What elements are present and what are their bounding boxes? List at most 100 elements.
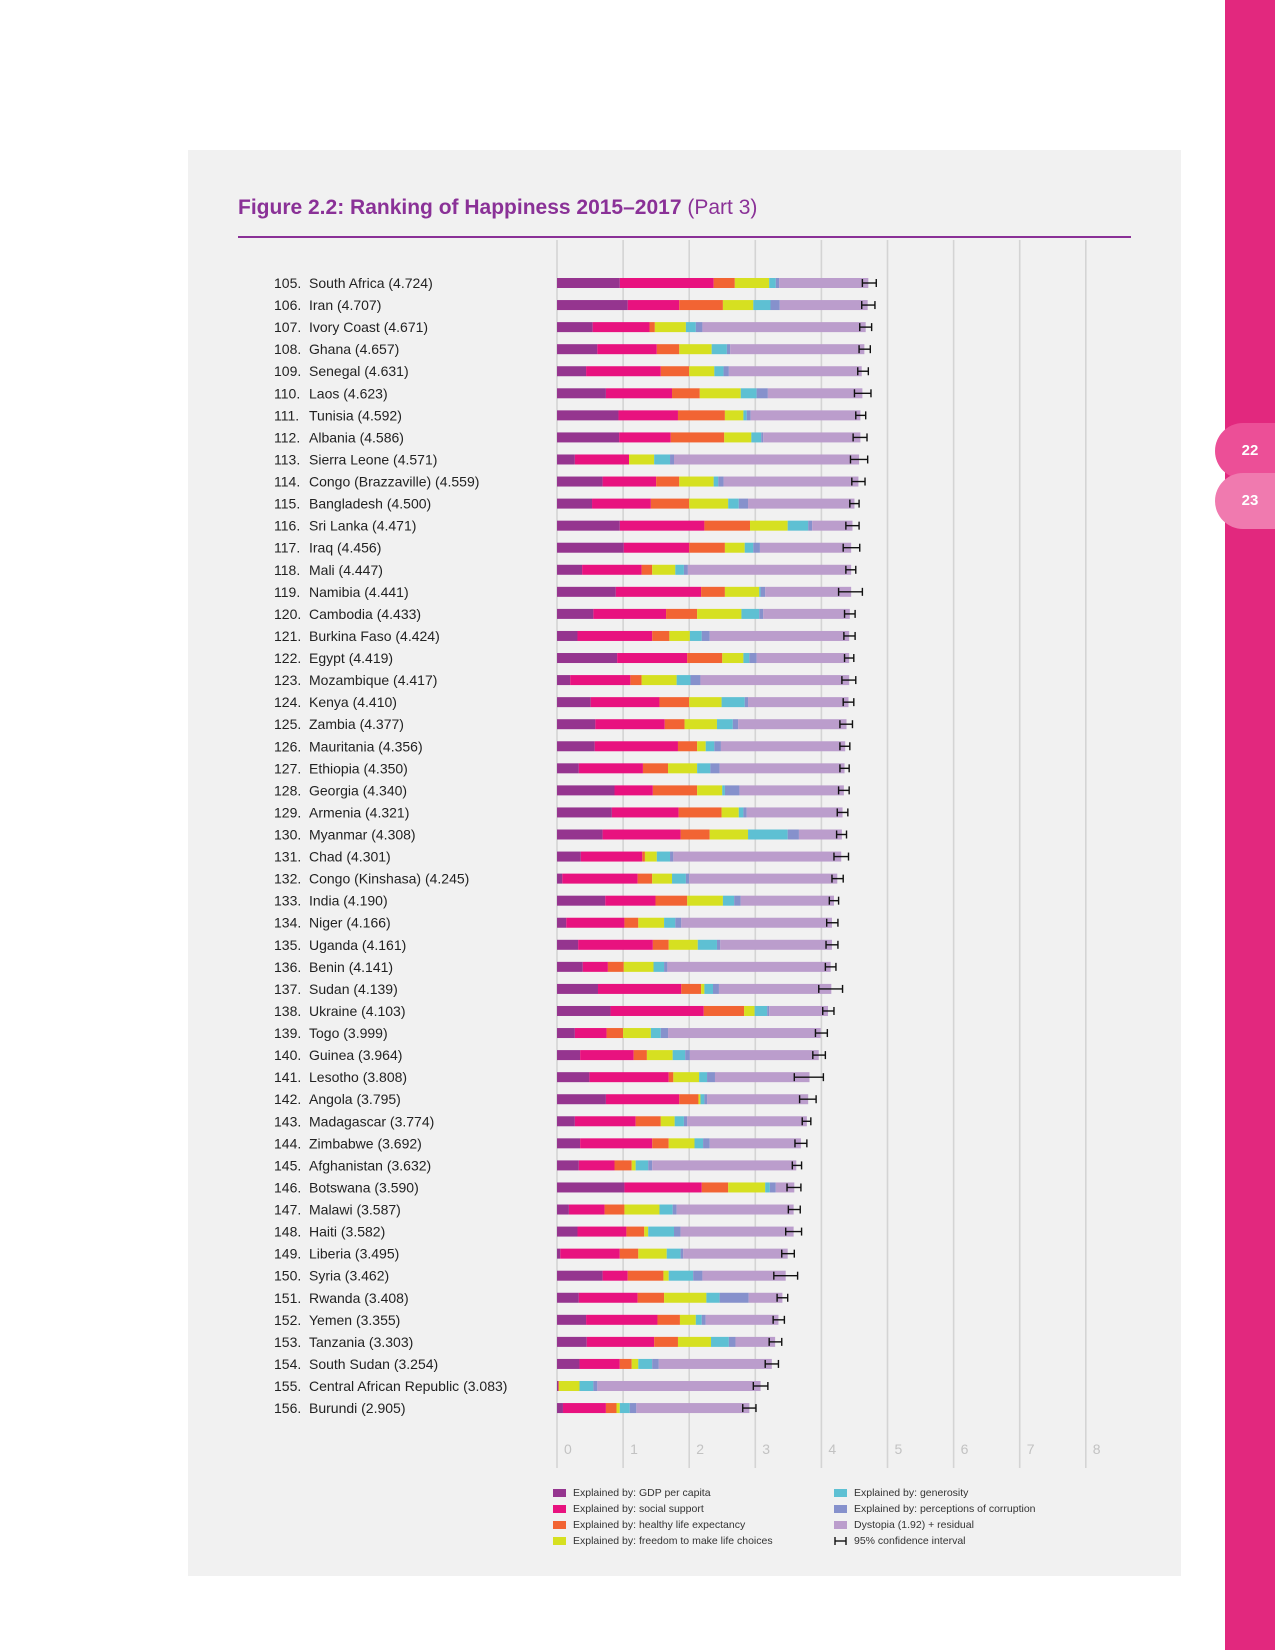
page-tab-22[interactable]: 22 bbox=[1215, 423, 1275, 479]
bar-segment-dystopia bbox=[700, 675, 850, 686]
bar-segment-gdp bbox=[557, 1138, 581, 1149]
row-rank: 152. bbox=[274, 1312, 301, 1328]
bar-segment-social bbox=[590, 697, 660, 708]
bar-segment-generosity bbox=[668, 1270, 694, 1281]
bar-segment-social bbox=[592, 498, 651, 509]
bar-segment-corruption bbox=[723, 366, 729, 377]
bar-segment-freedom bbox=[663, 1270, 669, 1281]
bar-segment-gdp bbox=[557, 432, 620, 443]
bar-segment-health bbox=[679, 300, 723, 311]
bar-segment-freedom bbox=[698, 1094, 701, 1105]
bar-segment-dystopia bbox=[748, 498, 855, 509]
row-rank: 124. bbox=[274, 694, 301, 710]
bar-segment-gdp bbox=[557, 1270, 603, 1281]
row-rank: 106. bbox=[274, 297, 301, 313]
legend-item-corruption: Explained by: perceptions of corruption bbox=[834, 1501, 1036, 1517]
bar-segment-social bbox=[580, 1050, 634, 1061]
bar-segment-dystopia bbox=[759, 542, 852, 553]
bar-segment-generosity bbox=[740, 388, 757, 399]
country-label: Benin (4.141) bbox=[309, 959, 393, 975]
bar-segment-health bbox=[654, 1336, 678, 1347]
legend-item-generosity: Explained by: generosity bbox=[834, 1485, 1036, 1501]
bar-segment-dystopia bbox=[735, 1336, 776, 1347]
row-rank: 130. bbox=[274, 827, 301, 843]
bar-segment-health bbox=[670, 432, 725, 443]
country-label: Ukraine (4.103) bbox=[309, 1003, 406, 1019]
bar-segment-gdp bbox=[557, 983, 598, 994]
row-rank: 107. bbox=[274, 319, 301, 335]
bar-segment-freedom bbox=[689, 366, 715, 377]
country-label: Togo (3.999) bbox=[309, 1025, 388, 1041]
country-label: Senegal (4.631) bbox=[309, 363, 409, 379]
bar-segment-freedom bbox=[699, 388, 741, 399]
country-label: Afghanistan (3.632) bbox=[309, 1157, 431, 1173]
row-rank: 139. bbox=[274, 1025, 301, 1041]
bar-segment-freedom bbox=[750, 520, 788, 531]
row-rank: 147. bbox=[274, 1202, 301, 1218]
bar-segment-freedom bbox=[668, 763, 698, 774]
bar-segment-health bbox=[689, 542, 725, 553]
bar-segment-freedom bbox=[724, 542, 745, 553]
bar-segment-social bbox=[578, 939, 653, 950]
figure-title-main: Figure 2.2: Ranking of Happiness 2015–20… bbox=[238, 196, 682, 219]
bar-segment-health bbox=[701, 1182, 729, 1193]
bar-segment-gdp bbox=[557, 829, 603, 840]
bar-segment-freedom bbox=[724, 586, 760, 597]
page-tab-23[interactable]: 23 bbox=[1215, 473, 1275, 529]
country-label: Mauritania (4.356) bbox=[309, 738, 423, 754]
bar-segment-generosity bbox=[666, 1248, 681, 1259]
bar-segment-dystopia bbox=[709, 630, 850, 641]
bar-segment-freedom bbox=[660, 1116, 675, 1127]
row-rank: 118. bbox=[274, 562, 300, 578]
bar-segment-gdp bbox=[557, 1072, 590, 1083]
country-label: Egypt (4.419) bbox=[309, 650, 393, 666]
bar-segment-gdp bbox=[557, 608, 594, 619]
bar-segment-social bbox=[586, 1314, 658, 1325]
row-rank: 134. bbox=[274, 915, 301, 931]
bar-segment-health bbox=[701, 586, 725, 597]
bar-segment-social bbox=[619, 278, 714, 288]
bar-segment-gdp bbox=[557, 697, 591, 708]
bar-segment-social bbox=[592, 322, 650, 333]
country-label: Iran (4.707) bbox=[309, 297, 381, 313]
bar-segment-dystopia bbox=[798, 829, 842, 840]
bar-segment-gdp bbox=[557, 300, 628, 311]
bar-segment-health bbox=[619, 1358, 632, 1369]
bar-segment-generosity bbox=[741, 608, 760, 619]
legend-swatch bbox=[834, 1505, 847, 1513]
bar-segment-dystopia bbox=[673, 454, 860, 465]
bar-segment-corruption bbox=[759, 608, 764, 619]
bar-segment-dystopia bbox=[763, 432, 861, 443]
bar-segment-social bbox=[605, 895, 656, 906]
bar-segment-health bbox=[659, 697, 690, 708]
bar-segment-gdp bbox=[557, 1292, 579, 1303]
bar-segment-freedom bbox=[624, 1204, 660, 1215]
row-rank: 143. bbox=[274, 1113, 301, 1129]
bar-segment-health bbox=[677, 410, 725, 421]
row-rank: 137. bbox=[274, 981, 301, 997]
bar-segment-gdp bbox=[557, 322, 593, 333]
x-tick-label: 4 bbox=[828, 1441, 836, 1457]
bar-segment-freedom bbox=[668, 1138, 695, 1149]
bar-segment-dystopia bbox=[748, 697, 849, 708]
bar-segment-health bbox=[713, 278, 735, 288]
bar-segment-generosity bbox=[713, 476, 719, 487]
bar-segment-social bbox=[615, 586, 702, 597]
country-label: India (4.190) bbox=[309, 893, 388, 909]
bar-segment-social bbox=[602, 1270, 628, 1281]
bar-segment-freedom bbox=[689, 697, 722, 708]
bar-segment-social bbox=[577, 630, 653, 641]
bar-segment-dystopia bbox=[687, 1116, 807, 1127]
bar-segment-dystopia bbox=[683, 1248, 788, 1259]
bar-segment-health bbox=[657, 1314, 680, 1325]
row-rank: 121. bbox=[274, 628, 301, 644]
country-label: Tunisia (4.592) bbox=[309, 407, 402, 423]
bar-segment-social bbox=[586, 366, 661, 377]
bar-segment-dystopia bbox=[748, 1292, 783, 1303]
bar-segment-health bbox=[704, 520, 751, 531]
figure-title: Figure 2.2: Ranking of Happiness 2015–20… bbox=[238, 196, 757, 220]
country-label: Namibia (4.441) bbox=[309, 584, 409, 600]
bar-segment-gdp bbox=[557, 961, 583, 972]
legend-swatch bbox=[553, 1521, 566, 1529]
row-rank: 135. bbox=[274, 937, 301, 953]
